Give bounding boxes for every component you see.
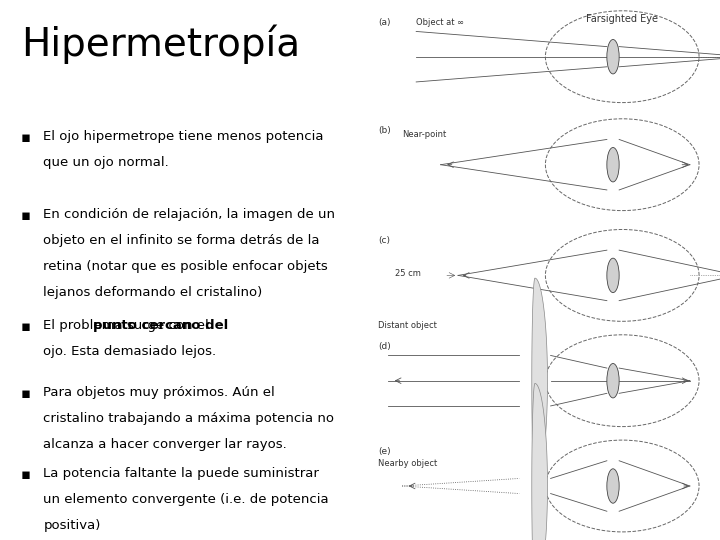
Text: Near-point: Near-point <box>402 130 446 139</box>
Text: El problema surge con el: El problema surge con el <box>43 319 213 332</box>
Text: ▪: ▪ <box>21 386 31 401</box>
Ellipse shape <box>607 363 619 398</box>
PathPatch shape <box>532 383 547 540</box>
Text: Farsighted Eye: Farsighted Eye <box>586 14 658 24</box>
Text: cristalino trabajando a máxima potencia no: cristalino trabajando a máxima potencia … <box>43 412 335 425</box>
Text: objeto en el infinito se forma detrás de la: objeto en el infinito se forma detrás de… <box>43 234 320 247</box>
Text: Nearby object: Nearby object <box>378 458 437 468</box>
Text: Hipermetropía: Hipermetropía <box>21 24 300 64</box>
Text: ▪: ▪ <box>21 319 31 334</box>
Text: (a): (a) <box>378 18 390 26</box>
Text: ▪: ▪ <box>21 130 31 145</box>
Text: que un ojo normal.: que un ojo normal. <box>43 156 169 168</box>
Text: 25 cm: 25 cm <box>395 268 421 278</box>
Text: La potencia faltante la puede suministrar: La potencia faltante la puede suministra… <box>43 467 320 480</box>
Text: En condición de relajación, la imagen de un: En condición de relajación, la imagen de… <box>43 208 336 221</box>
Text: (e): (e) <box>378 447 390 456</box>
Ellipse shape <box>607 39 619 74</box>
Text: positiva): positiva) <box>43 519 101 532</box>
Text: retina (notar que es posible enfocar objets: retina (notar que es posible enfocar obj… <box>43 260 328 273</box>
PathPatch shape <box>532 278 547 483</box>
Text: un elemento convergente (i.e. de potencia: un elemento convergente (i.e. de potenci… <box>43 493 329 506</box>
Ellipse shape <box>607 258 619 293</box>
Text: ▪: ▪ <box>21 467 31 482</box>
Text: lejanos deformando el cristalino): lejanos deformando el cristalino) <box>43 286 263 299</box>
Text: (b): (b) <box>378 126 390 134</box>
Text: Para objetos muy próximos. Aún el: Para objetos muy próximos. Aún el <box>43 386 275 399</box>
Text: punto cercano del: punto cercano del <box>93 319 228 332</box>
Text: ojo. Esta demasiado lejos.: ojo. Esta demasiado lejos. <box>43 345 217 357</box>
Text: alcanza a hacer converger lar rayos.: alcanza a hacer converger lar rayos. <box>43 438 287 451</box>
Text: (d): (d) <box>378 342 390 350</box>
Text: ▪: ▪ <box>21 208 31 223</box>
Text: Object at ∞: Object at ∞ <box>416 18 464 26</box>
Ellipse shape <box>607 147 619 182</box>
Text: (c): (c) <box>378 237 390 245</box>
Ellipse shape <box>607 469 619 503</box>
Text: Distant object: Distant object <box>378 321 436 330</box>
Text: El ojo hipermetrope tiene menos potencia: El ojo hipermetrope tiene menos potencia <box>43 130 324 143</box>
